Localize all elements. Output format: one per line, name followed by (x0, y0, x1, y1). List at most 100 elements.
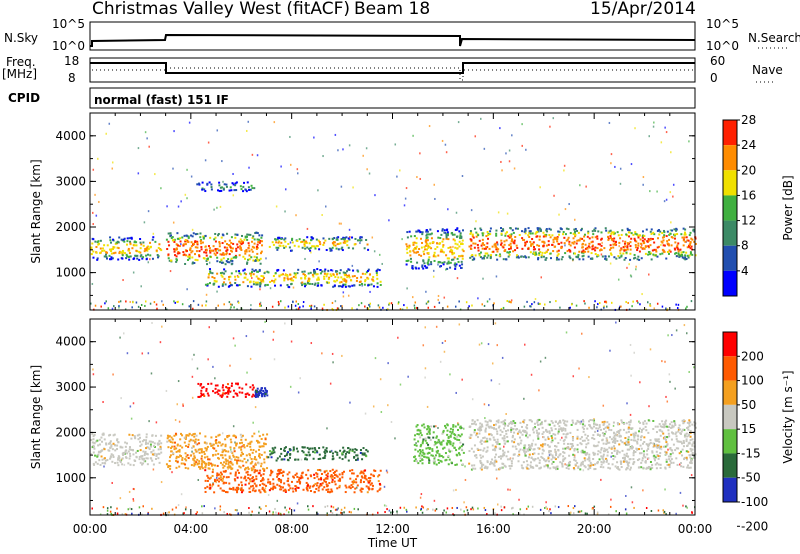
feature-cell (291, 237, 294, 240)
noise-point (276, 499, 279, 502)
noise-point (427, 431, 429, 434)
feature-cell (207, 276, 210, 279)
feature-cell (481, 232, 484, 235)
feature-cell (509, 227, 512, 230)
feature-cell (430, 454, 433, 457)
feature-cell (489, 257, 492, 260)
feature-cell (532, 248, 535, 251)
feature-cell (592, 425, 595, 428)
feature-cell (204, 466, 207, 469)
feature-cell (640, 447, 643, 450)
feature-cell (284, 245, 287, 248)
ground-point (632, 300, 634, 303)
feature-cell (588, 246, 591, 249)
feature-cell (689, 252, 692, 255)
ground-point (109, 510, 112, 513)
ground-point (310, 305, 312, 308)
feature-cell (559, 453, 562, 456)
feature-cell (206, 283, 209, 286)
feature-cell (351, 284, 354, 287)
ground-point (294, 304, 297, 307)
feature-cell (210, 436, 213, 439)
noise-point (582, 469, 585, 472)
feature-cell (528, 445, 531, 448)
feature-cell (351, 485, 354, 488)
feature-cell (477, 246, 480, 249)
feature-cell (196, 242, 199, 245)
feature-cell (671, 424, 674, 427)
feature-cell (687, 426, 690, 429)
feature-cell (246, 238, 249, 241)
feature-cell (422, 259, 425, 262)
feature-cell (195, 250, 198, 253)
feature-cell (481, 247, 484, 250)
feature-cell (593, 453, 596, 456)
feature-cell (154, 457, 157, 460)
feature-cell (670, 458, 673, 461)
feature-cell (236, 382, 239, 385)
feature-cell (596, 235, 599, 238)
feature-cell (613, 256, 616, 259)
feature-cell (662, 244, 665, 247)
ground-point (425, 302, 428, 305)
feature-cell (232, 183, 235, 186)
feature-cell (110, 241, 113, 244)
feature-cell (633, 237, 636, 240)
noise-point (617, 278, 620, 281)
feature-cell (225, 386, 228, 389)
feature-cell (420, 434, 423, 437)
noise-point (292, 286, 295, 289)
feature-cell (198, 182, 201, 185)
feature-cell (283, 458, 286, 461)
ground-point (413, 304, 416, 307)
ground-point (611, 301, 613, 304)
feature-cell (490, 254, 493, 257)
ground-point (272, 511, 274, 514)
noise-point (570, 511, 572, 514)
feature-cell (307, 469, 310, 472)
ground-point (271, 305, 274, 308)
feature-cell (495, 246, 498, 249)
feature-cell (103, 438, 106, 441)
feature-cell (209, 255, 212, 258)
noise-point (92, 373, 95, 376)
feature-cell (424, 265, 427, 268)
feature-cell (673, 237, 676, 240)
feature-cell (427, 260, 430, 263)
feature-cell (514, 249, 517, 252)
ground-point (298, 307, 300, 310)
feature-cell (219, 261, 222, 264)
feature-cell (445, 458, 448, 461)
feature-cell (295, 472, 298, 475)
feature-cell (197, 395, 200, 398)
ground-point (508, 300, 510, 303)
feature-cell (376, 490, 379, 493)
feature-cell (243, 457, 246, 460)
noise-point (148, 145, 150, 148)
plot-area (90, 113, 695, 310)
feature-cell (434, 454, 437, 457)
feature-cell (370, 482, 373, 485)
feature-cell (654, 459, 657, 462)
feature-cell (119, 251, 122, 254)
feature-cell (256, 469, 259, 472)
feature-cell (475, 456, 478, 459)
feature-cell (637, 430, 640, 433)
noise-point (174, 419, 177, 422)
feature-cell (693, 230, 696, 233)
feature-cell (109, 440, 112, 443)
feature-cell (170, 237, 173, 240)
feature-cell (652, 253, 655, 256)
ground-point (174, 301, 177, 304)
ground-point (343, 511, 345, 514)
feature-cell (557, 253, 560, 256)
feature-cell (192, 445, 195, 448)
feature-cell (416, 261, 419, 264)
feature-cell (221, 489, 224, 492)
feature-cell (155, 249, 158, 252)
noise-point (313, 136, 315, 139)
feature-cell (425, 229, 428, 232)
feature-cell (301, 270, 304, 273)
ground-point (484, 509, 487, 512)
